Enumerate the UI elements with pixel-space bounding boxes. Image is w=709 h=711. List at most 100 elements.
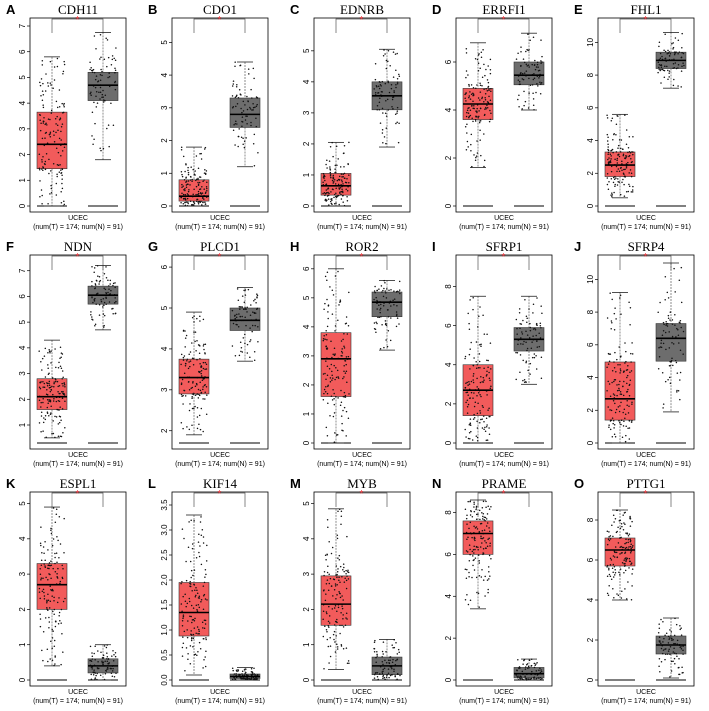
tumor-data-point xyxy=(342,409,344,412)
tumor-data-point xyxy=(609,535,612,537)
normal-data-point xyxy=(389,65,391,67)
normal-data-point xyxy=(95,95,97,97)
tumor-data-point xyxy=(614,158,616,160)
tumor-data-point xyxy=(342,568,344,571)
tumor-data-point xyxy=(202,201,204,203)
tumor-data-point xyxy=(612,176,615,179)
tumor-data-point xyxy=(467,112,470,114)
normal-data-point xyxy=(539,677,541,679)
normal-data-point xyxy=(661,68,664,71)
tumor-data-point xyxy=(471,576,473,579)
tumor-data-point xyxy=(613,133,615,135)
tumor-data-point xyxy=(610,578,613,580)
tumor-data-point xyxy=(482,376,485,379)
tumor-data-point xyxy=(629,324,631,326)
tumor-data-point xyxy=(198,394,201,397)
tumor-data-point xyxy=(621,546,624,549)
tumor-data-point xyxy=(194,589,196,592)
tumor-data-point xyxy=(56,175,58,178)
normal-data-point xyxy=(520,677,522,679)
tumor-data-point xyxy=(336,570,339,573)
normal-data-point xyxy=(531,341,533,343)
tumor-data-point xyxy=(205,191,207,193)
normal-data-point xyxy=(528,66,530,68)
normal-data-point xyxy=(112,124,115,127)
normal-data-point xyxy=(516,669,518,671)
tumor-data-point xyxy=(339,592,341,595)
normal-data-point xyxy=(522,78,525,81)
normal-data-point xyxy=(382,55,385,57)
tumor-data-point xyxy=(466,111,468,114)
tumor-data-point xyxy=(62,112,64,114)
tumor-data-point xyxy=(466,381,468,384)
normal-data-point xyxy=(89,61,91,63)
tumor-data-point xyxy=(476,140,478,142)
tumor-data-point xyxy=(331,374,333,376)
tumor-data-point xyxy=(192,633,195,636)
tumor-data-point xyxy=(465,115,468,118)
tumor-data-point xyxy=(326,579,329,581)
normal-data-point xyxy=(387,81,390,84)
normal-data-point xyxy=(235,669,238,672)
normal-data-point xyxy=(526,321,528,324)
tumor-data-point xyxy=(40,189,43,191)
tumor-data-point xyxy=(618,389,620,391)
tumor-data-point xyxy=(482,381,485,383)
tumor-box xyxy=(178,514,210,681)
x-sample-info: (num(T) = 174; num(N) = 91) xyxy=(317,224,407,231)
normal-data-point xyxy=(660,618,662,621)
tumor-data-point xyxy=(326,167,328,169)
tumor-data-point xyxy=(44,540,46,543)
normal-data-point xyxy=(538,69,541,72)
tumor-data-point xyxy=(341,188,343,190)
tumor-data-point xyxy=(181,625,184,627)
tumor-data-point xyxy=(325,611,328,613)
tumor-data-point xyxy=(477,592,480,594)
tumor-data-point xyxy=(49,573,51,576)
normal-data-point xyxy=(384,82,387,85)
normal-data-point xyxy=(384,282,386,284)
tumor-data-point xyxy=(475,87,477,89)
tumor-data-point xyxy=(39,119,41,122)
tumor-data-point xyxy=(339,596,342,599)
tumor-data-point xyxy=(616,389,619,392)
y-tick-label: 6 xyxy=(586,105,595,110)
tumor-data-point xyxy=(48,158,50,161)
tumor-data-point xyxy=(40,578,42,581)
tumor-data-point xyxy=(332,595,334,597)
tumor-data-point xyxy=(486,370,488,373)
tumor-data-point xyxy=(181,173,183,176)
normal-data-point xyxy=(392,107,394,110)
tumor-data-point xyxy=(616,170,618,173)
tumor-data-point xyxy=(57,390,59,393)
normal-data-point xyxy=(523,90,525,93)
tumor-data-point xyxy=(191,395,193,398)
tumor-data-point xyxy=(50,187,53,190)
tumor-data-point xyxy=(184,189,186,192)
normal-data-point xyxy=(246,95,248,98)
tumor-data-point xyxy=(324,179,326,182)
tumor-data-point xyxy=(334,168,336,170)
plot-frame xyxy=(455,491,553,687)
tumor-data-point xyxy=(475,546,478,548)
tumor-data-point xyxy=(610,165,613,168)
tumor-data-point xyxy=(60,126,63,128)
normal-data-point xyxy=(384,320,387,322)
y-tick-label: 2 xyxy=(160,138,169,143)
normal-data-point xyxy=(528,677,530,679)
tumor-data-point xyxy=(61,377,63,380)
tumor-data-point xyxy=(197,192,200,195)
normal-box xyxy=(87,644,119,681)
normal-data-point xyxy=(232,669,234,672)
tumor-data-point xyxy=(470,150,472,152)
normal-data-point xyxy=(657,631,660,634)
normal-data-point xyxy=(255,105,258,107)
tumor-data-point xyxy=(52,400,55,402)
normal-data-point xyxy=(524,666,527,668)
tumor-data-point xyxy=(191,619,194,621)
normal-data-point xyxy=(388,662,391,665)
normal-data-point xyxy=(673,267,675,270)
tumor-data-point xyxy=(188,389,191,391)
